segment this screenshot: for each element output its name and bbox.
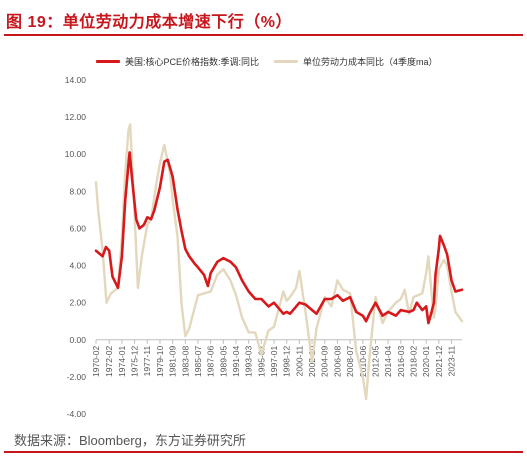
- legend-swatch-core-pce: [96, 60, 120, 63]
- x-tick-label: 1977-11: [142, 346, 152, 377]
- x-tick-label: 2006-08: [332, 346, 342, 377]
- legend-item-ulc: 单位劳动力成本同比（4季度ma）: [274, 55, 438, 68]
- x-tick-label: 2023-11: [447, 346, 457, 377]
- x-tick-label: 2016-03: [396, 346, 406, 377]
- x-tick-label: 1993-03: [244, 346, 254, 377]
- y-tick-label: 8.00: [69, 186, 86, 196]
- legend-label-ulc: 单位劳动力成本同比（4季度ma）: [303, 57, 438, 67]
- legend-swatch-ulc: [274, 60, 298, 63]
- x-tick-label: 2004-09: [320, 346, 330, 377]
- y-tick-label: 0.00: [69, 335, 86, 345]
- bottom-rule: [4, 451, 523, 453]
- x-tick-label: 2010-06: [358, 346, 368, 377]
- y-tick-label: 14.00: [65, 75, 87, 85]
- y-tick-label: -2.00: [67, 372, 87, 382]
- x-tick-label: 1983-08: [180, 346, 190, 377]
- y-tick-label: 10.00: [65, 149, 87, 159]
- x-tick-label: 1991-04: [231, 346, 241, 377]
- x-tick-label: 2020-01: [421, 346, 431, 377]
- x-tick-label: 1998-12: [282, 346, 292, 377]
- y-axis-labels: 14.00 12.00 10.00 8.00 6.00 4.00 2.00 0.00 -2.00…: [65, 75, 87, 419]
- x-tick-label: 1981-09: [168, 346, 178, 377]
- series-layer: [94, 123, 464, 401]
- legend-label-core-pce: 美国:核心PCE价格指数:季调:同比: [125, 57, 260, 67]
- x-tick-label: 1997-01: [269, 346, 279, 377]
- x-tick-label: 2000-11: [294, 346, 304, 377]
- x-axis-ticks: [95, 339, 453, 344]
- x-tick-label: 2008-07: [345, 346, 355, 377]
- x-tick-label: 1995-02: [256, 346, 266, 377]
- y-tick-label: 2.00: [69, 298, 86, 308]
- x-tick-label: 1989-05: [218, 346, 228, 377]
- x-tick-label: 1979-10: [155, 346, 165, 377]
- x-tick-label: 2014-04: [383, 346, 393, 377]
- x-tick-label: 2018-02: [408, 346, 418, 377]
- x-tick-label: 2021-12: [434, 346, 444, 377]
- series-line-core-pce: [94, 151, 464, 325]
- figure-title: 图 19：单位劳动力成本增速下行（%）: [6, 14, 292, 31]
- x-tick-label: 1985-07: [193, 346, 203, 377]
- x-tick-label: 1974-01: [117, 346, 127, 377]
- y-tick-label: 12.00: [65, 112, 87, 122]
- y-tick-label: 6.00: [69, 223, 86, 233]
- x-tick-label: 2012-05: [370, 346, 380, 377]
- x-axis-labels: 1970-02 1972-02 1974-01 1975-12 1977-11 1979-…: [91, 346, 457, 377]
- x-tick-label: 1987-06: [206, 346, 216, 377]
- x-tick-label: 1970-02: [91, 346, 101, 377]
- y-tick-label: 4.00: [69, 261, 86, 271]
- legend-item-core-pce: 美国:核心PCE价格指数:季调:同比: [96, 55, 259, 68]
- x-tick-label: 1972-02: [104, 346, 114, 377]
- x-tick-label: 1975-12: [130, 346, 140, 377]
- y-tick-label: -4.00: [67, 409, 87, 419]
- source-note: 数据来源：Bloomberg，东方证券研究所: [14, 433, 246, 448]
- title-rule: [4, 34, 523, 36]
